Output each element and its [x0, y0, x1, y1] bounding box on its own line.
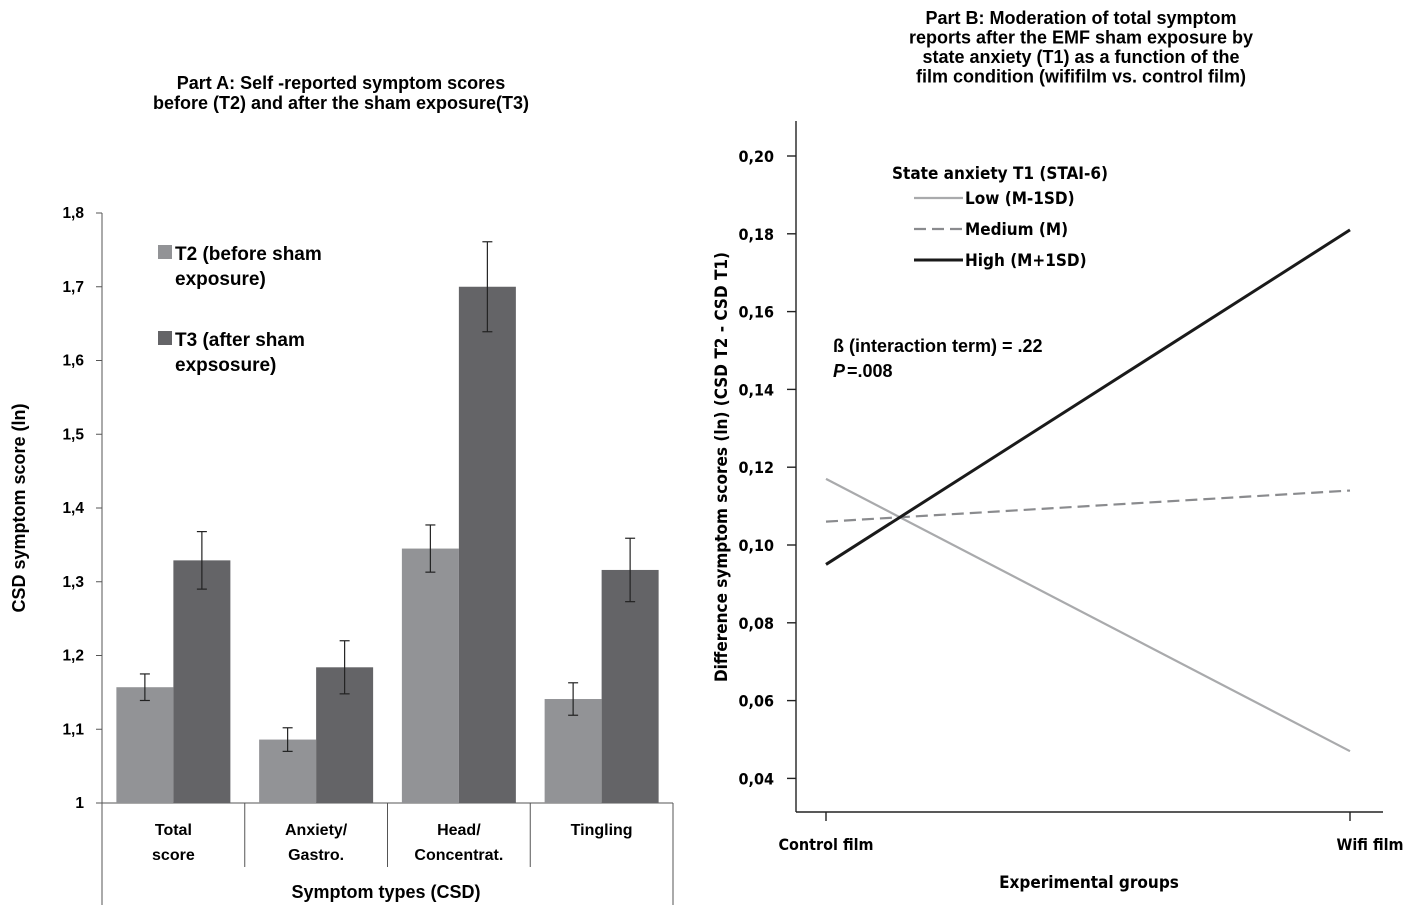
chart-b-x-label: Experimental groups [999, 873, 1179, 893]
chart-b-title-line: state anxiety (T1) as a function of the [922, 47, 1239, 67]
chart-b-y-label: Difference symptom scores (ln) (CSD T2 -… [712, 252, 732, 682]
chart-a-bar [116, 687, 174, 803]
chart-b-y-tick-label: 0,08 [738, 614, 774, 633]
chart-a-y-tick-label: 1,2 [62, 648, 84, 665]
chart-b-legend-title: State anxiety T1 (STAI-6) [892, 164, 1108, 184]
chart-b-x-tick-label: Control film [778, 835, 873, 854]
chart-a-y-label: CSD symptom score (ln) [9, 403, 29, 612]
chart-b-legend-label: High (M+1SD) [965, 251, 1087, 271]
chart-b-y-tick-label: 0,06 [738, 692, 774, 711]
chart-b-title-line: Part B: Moderation of total symptom [925, 8, 1236, 28]
chart-a-category-label: Head/ [437, 822, 481, 839]
chart-b-y-tick-label: 0,10 [738, 536, 774, 555]
chart-a-y-tick-label: 1,6 [62, 353, 84, 370]
chart-a-legend-label: T2 (before sham [175, 244, 322, 265]
chart-a-legend-label: T3 (after sham [175, 330, 305, 351]
chart-a-bar [601, 569, 659, 803]
chart-a-title-line: before (T2) and after the sham exposure(… [153, 93, 529, 113]
chart-a-category-label: Tingling [571, 822, 633, 839]
chart-b-title-line: reports after the EMF sham exposure by [909, 28, 1253, 48]
chart-b-series-line [825, 228, 1351, 566]
chart-a-category-label: Concentrat. [414, 847, 503, 864]
chart-b-y-tick-label: 0,18 [738, 225, 774, 244]
chart-a-bar [401, 548, 459, 803]
chart-a-bar [173, 560, 231, 803]
chart-b-legend-label: Low (M-1SD) [965, 189, 1075, 209]
chart-a-y-tick-label: 1,1 [62, 721, 84, 738]
chart-a-category-label: Total [155, 822, 192, 839]
chart-a-y-tick-label: 1 [75, 795, 84, 812]
chart-a-y-tick-label: 1,4 [62, 500, 84, 517]
chart-a-bar [544, 699, 602, 803]
chart-b-annotation-p-label: P [833, 361, 846, 381]
chart-a-legend-swatch [158, 331, 172, 345]
chart-b-annotation-beta: ß (interaction term) = .22 [833, 336, 1043, 356]
chart-a-x-label: Symptom types (CSD) [291, 882, 480, 902]
chart-a-category-label: score [152, 847, 195, 864]
chart-a-y-tick-label: 1,7 [62, 279, 84, 296]
chart-a-y-tick-label: 1,3 [62, 574, 84, 591]
chart-b-x-tick-label: Wifi film [1336, 835, 1403, 854]
chart-a-category-label: Gastro. [288, 847, 344, 864]
chart-a-legend-label: exposure) [175, 269, 266, 290]
chart-a-y-tick-label: 1,8 [62, 205, 84, 222]
chart-a-y-tick-label: 1,5 [62, 426, 84, 443]
chart-b-title-line: film condition (wififilm vs. control fil… [916, 67, 1246, 87]
chart-b-y-tick-label: 0,12 [738, 458, 774, 477]
chart-b-series-line [825, 489, 1351, 523]
chart-b-series-line [825, 477, 1351, 753]
chart-b-y-tick-label: 0,04 [738, 769, 774, 788]
chart-a-bar [458, 286, 516, 803]
chart-a-category-label: Anxiety/ [285, 822, 348, 839]
chart-a-legend-swatch [158, 245, 172, 259]
chart-b-annotation-p-value: =.008 [847, 361, 893, 381]
chart-a-legend-label: expsosure) [175, 355, 276, 376]
chart-a-title-line: Part A: Self -reported symptom scores [177, 73, 505, 93]
chart-b-y-tick-label: 0,14 [738, 380, 774, 399]
chart-b-y-tick-label: 0,16 [738, 303, 774, 322]
chart-b-legend-label: Medium (M) [965, 220, 1068, 240]
chart-b-y-tick-label: 0,20 [738, 147, 774, 166]
